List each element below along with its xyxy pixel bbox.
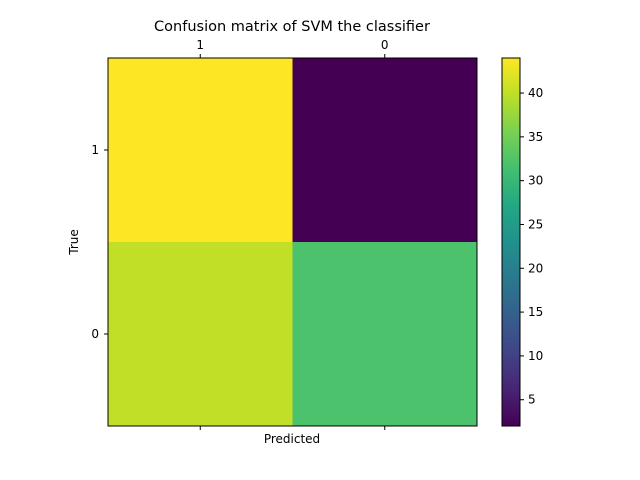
y-axis-label: True [67, 229, 81, 256]
colorbar-tick-label: 10 [528, 349, 543, 363]
x-tick-marks-bottom [199, 426, 386, 430]
y-tick-label: 0 [91, 327, 99, 341]
x-axis-label: Predicted [264, 432, 320, 446]
heatmap-cells [108, 58, 477, 426]
colorbar-tick-label: 40 [528, 86, 543, 100]
colorbar-ticks: 5 10 15 20 25 30 35 40 [520, 86, 543, 407]
colorbar [501, 57, 521, 427]
colorbar-tick-label: 25 [528, 217, 543, 231]
colorbar-tick-label: 15 [528, 305, 543, 319]
x-tick-label: 0 [381, 38, 389, 52]
colorbar-tick-label: 30 [528, 174, 543, 188]
heatmap-cell [108, 58, 293, 242]
plot-frame [107, 57, 478, 427]
y-tick-labels: 10 [91, 143, 108, 341]
y-tick-label: 1 [91, 143, 99, 157]
chart-title: Confusion matrix of SVM the classifier [154, 19, 430, 35]
heatmap-cell [292, 242, 477, 426]
heatmap-cell [292, 58, 477, 242]
colorbar-tick-label: 35 [528, 130, 543, 144]
colorbar-tick-label: 5 [528, 393, 536, 407]
colorbar-tick-label: 20 [528, 261, 543, 275]
x-tick-label: 1 [196, 38, 204, 52]
heatmap-cell [108, 242, 293, 426]
